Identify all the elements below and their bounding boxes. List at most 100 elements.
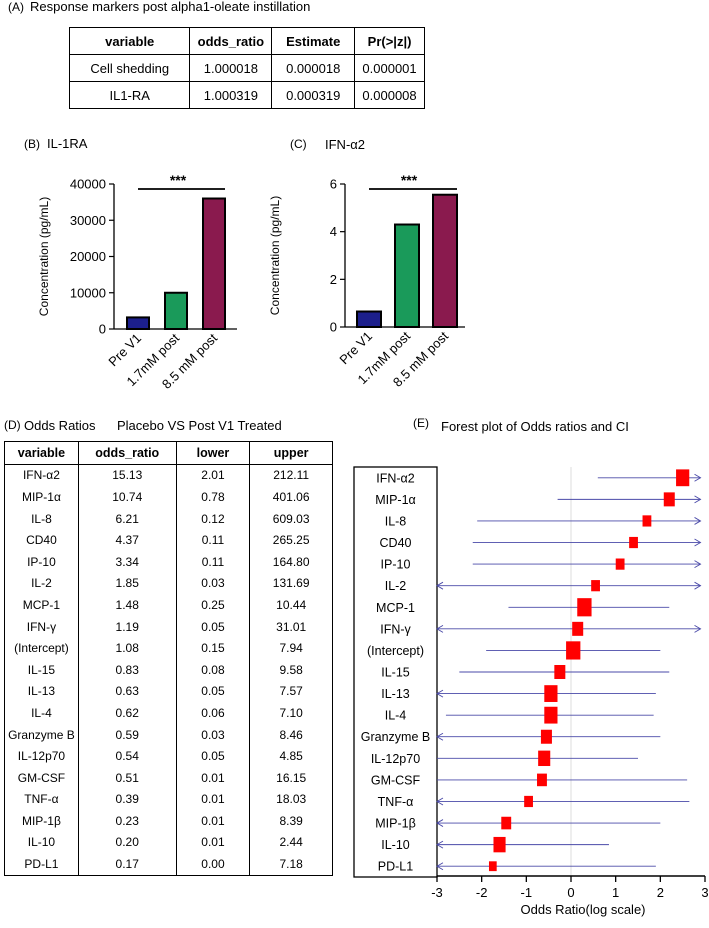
table-cell: 1.48: [78, 594, 177, 616]
panel-c-title: IFN-α2: [325, 137, 366, 152]
odds-ratio-marker: [629, 536, 638, 549]
column-header: odds_ratio: [78, 441, 177, 465]
forest-row-label: GM-CSF: [371, 773, 421, 787]
forest-row-label: CD40: [380, 536, 412, 550]
table-row: IL-13 0.63 0.05 7.57: [4, 680, 333, 703]
y-axis-label: Concentration (pg/mL): [268, 196, 282, 315]
column-header: Estimate: [271, 27, 356, 55]
response-markers-table: variable odds_ratio Estimate Pr(>|z|) Cell …: [68, 27, 425, 109]
table-cell: 0.000018: [271, 54, 356, 82]
bar-pre-v1: [126, 316, 150, 330]
table-cell: 0.15: [176, 637, 251, 659]
forest-row-label: IL-8: [385, 514, 407, 528]
table-cell: 0.39: [78, 788, 177, 811]
table-cell: 265.25: [272, 533, 310, 548]
table-cell: 8.46: [279, 727, 303, 742]
forest-row-label: IL-10: [381, 838, 410, 852]
table-row: TNF-α 0.39 0.01 18.03: [4, 788, 333, 811]
y-tick-label: 20000: [70, 249, 106, 264]
table-cell: 7.94: [279, 641, 303, 656]
y-axis-label: Concentration (pg/mL): [37, 197, 51, 316]
ci-arrow-right: [694, 538, 702, 547]
table-cell: IFN-α2: [4, 464, 79, 487]
forest-row-label: IL-2: [385, 579, 407, 593]
y-tick-label: 30000: [70, 213, 106, 228]
table-cell: PD-L1: [4, 853, 79, 876]
y-tick-label: 2: [330, 272, 337, 287]
table-cell: IP-10: [4, 550, 79, 573]
forest-row-label: MIP-1β: [375, 817, 416, 831]
ci-arrow-left: [436, 797, 444, 806]
forest-label-box: [353, 466, 438, 878]
table-cell: 2.44: [279, 835, 303, 850]
table-cell: 0.05: [176, 680, 251, 703]
y-tick-label: 40000: [70, 177, 106, 192]
odds-ratio-marker: [488, 861, 497, 872]
odds-ratio-marker: [676, 469, 690, 487]
bar-8-5-mm-post: [432, 193, 458, 328]
ci-arrow-right: [694, 473, 702, 482]
table-cell: 0.08: [176, 658, 251, 681]
table-cell: 401.06: [272, 489, 310, 504]
table-header: variable odds_ratio lower upper: [4, 441, 333, 465]
column-header: variable: [68, 27, 191, 55]
table-cell: 7.57: [279, 684, 303, 699]
table-cell: IL-8: [4, 507, 79, 530]
table-cell: 9.58: [279, 662, 303, 677]
table-cell: 0.17: [78, 853, 177, 876]
y-tick-label: 4: [330, 224, 337, 239]
table-cell: MCP-1: [4, 594, 79, 616]
panel-e-label: (E): [413, 416, 429, 430]
table-cell: Granzyme B: [4, 723, 79, 746]
table-row: GM-CSF 0.51 0.01 16.15: [4, 766, 333, 789]
table-cell: MIP-1β: [4, 810, 79, 832]
table-row: MIP-1α 10.74 0.78 401.06: [4, 486, 333, 508]
x-tick-label: -3: [431, 885, 443, 900]
ci-arrow-left: [436, 840, 444, 849]
table-cell: (Intercept): [4, 637, 79, 659]
odds-ratios-table: variable odds_ratio lower upper IFN-α2 15.13…: [4, 441, 333, 876]
y-tick-label: 0: [99, 322, 106, 337]
table-cell: 0.000319: [271, 81, 356, 109]
table-cell: 31.01: [276, 619, 307, 634]
table-cell: 4.37: [78, 529, 177, 551]
odds-ratio-marker: [544, 685, 558, 702]
forest-row-label: PD-L1: [378, 860, 413, 874]
table-cell: 4.85: [279, 749, 303, 764]
ci-arrow-left: [436, 862, 444, 871]
panel-b-label: (B): [24, 137, 40, 151]
odds-ratio-marker: [663, 492, 675, 507]
table-cell: 1.000018: [189, 54, 273, 82]
table-cell: 0.000008: [354, 81, 425, 109]
odds-ratio-marker: [591, 580, 600, 592]
panel-d-label: (D): [4, 418, 21, 432]
il1ra-bar-chart: 0 10000 20000 30000 40000 Concentration (pg/m…: [37, 172, 237, 392]
table-row: IFN-α2 15.13 2.01 212.11: [4, 464, 333, 487]
odds-ratio-marker: [554, 665, 566, 679]
panel-d-subtitle: Placebo VS Post V1 Treated: [117, 418, 282, 433]
odds-ratio-marker: [572, 621, 584, 636]
table-cell: 0.62: [78, 702, 177, 724]
panel-a-label: (A): [8, 0, 24, 14]
table-cell: 0.00: [176, 853, 251, 876]
table-cell: 7.18: [279, 857, 303, 872]
table-cell: 0.63: [78, 680, 177, 703]
forest-plot: IFN-α2 MIP-1α IL-8 CD40 IP-10 IL-2 MCP-1 IFN-γ (…: [353, 466, 709, 917]
table-row: IL-8 6.21 0.12 609.03: [4, 507, 333, 530]
x-tick-label: 0: [567, 885, 574, 900]
table-row: IL1-RA 1.000319 0.000319 0.000008: [68, 81, 425, 109]
table-row: IL-10 0.20 0.01 2.44: [4, 831, 333, 854]
table-cell: 609.03: [272, 511, 310, 526]
bar-1-7mm-post: [164, 291, 188, 330]
table-cell: 0.05: [176, 615, 251, 638]
table-row: IL-15 0.83 0.08 9.58: [4, 658, 333, 681]
column-header: variable: [4, 441, 79, 465]
forest-row-label: (Intercept): [367, 644, 424, 658]
x-tick-label: 1: [612, 885, 619, 900]
table-cell: 0.25: [176, 594, 251, 616]
table-cell: IL-4: [4, 702, 79, 724]
table-row: IP-10 3.34 0.11 164.80: [4, 550, 333, 573]
table-cell: 7.10: [279, 705, 303, 720]
column-header: lower: [176, 441, 251, 465]
